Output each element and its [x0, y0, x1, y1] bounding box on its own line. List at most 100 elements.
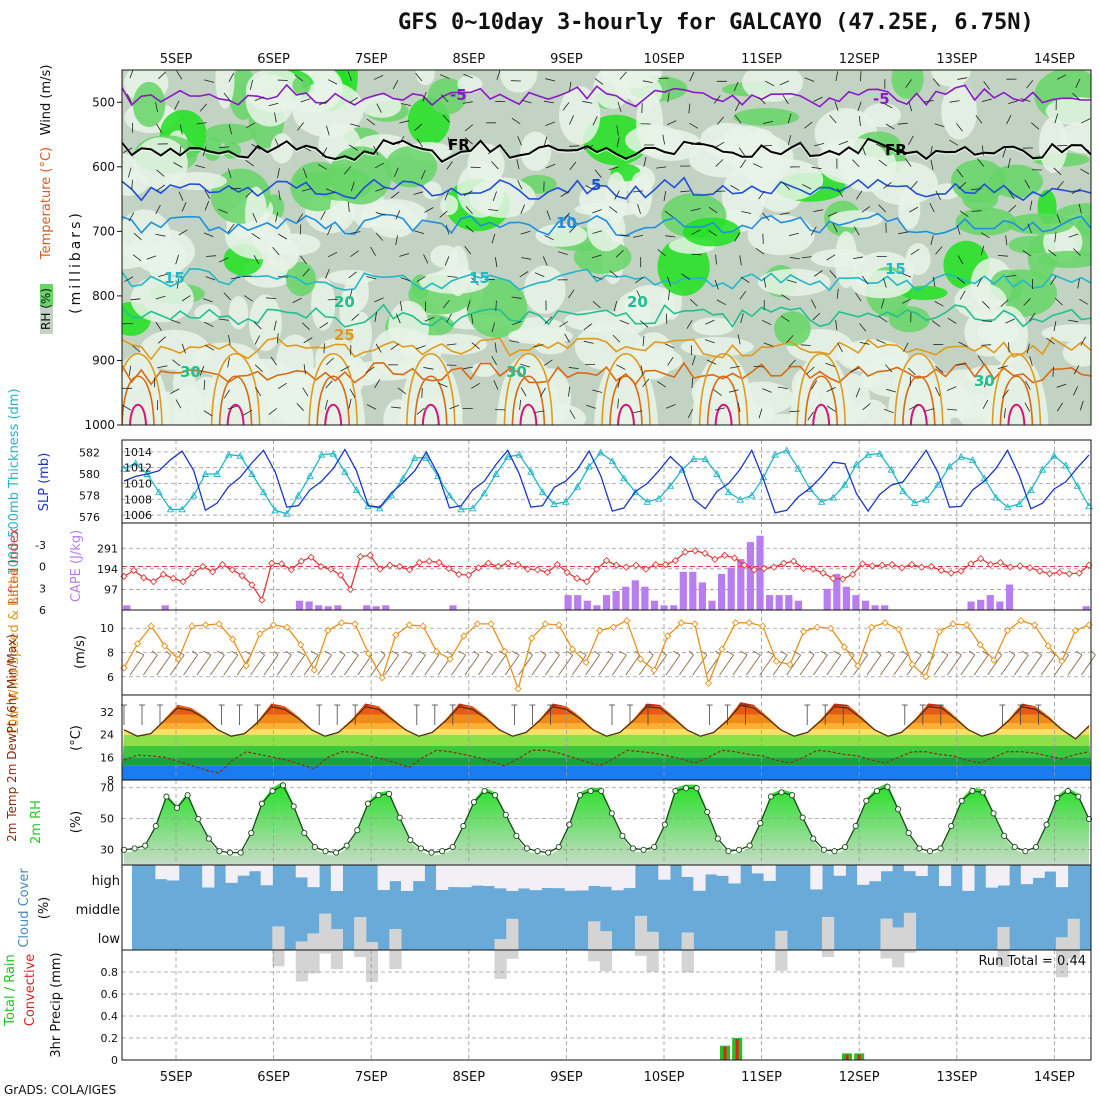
- wind10-barb: [223, 654, 239, 676]
- rh-blob: [132, 81, 166, 128]
- wind10-barb: [933, 654, 949, 676]
- wind10-barb-flag: [820, 650, 828, 656]
- wind10-speed-point: [731, 619, 740, 627]
- wind-barb: [935, 386, 941, 397]
- wind-barb: [758, 190, 765, 200]
- wind-barb: [1006, 275, 1017, 277]
- wind10-barb: [1040, 654, 1056, 676]
- cloud-high-clear: [260, 865, 273, 886]
- rh2m-point: [449, 843, 456, 851]
- cape-bar: [372, 606, 380, 610]
- temp-contour-25: [122, 336, 1091, 361]
- wind-barb: [859, 342, 870, 345]
- wind-barb: [464, 124, 474, 132]
- thickness-point: [178, 505, 186, 513]
- temp2m-tick-label: 32: [100, 706, 114, 719]
- precip-convective-bar: [857, 1054, 861, 1060]
- wind-barb: [205, 276, 216, 281]
- wind-barb: [763, 342, 774, 347]
- wind-barb: [713, 389, 722, 396]
- wind10-barb-flag: [780, 650, 788, 656]
- wind10-barb: [290, 654, 306, 676]
- thickness-point: [457, 505, 465, 513]
- wind-barb: [374, 162, 384, 169]
- cloud-low-gray: [822, 916, 835, 957]
- rh2m-point: [746, 842, 753, 849]
- wind-barb: [904, 158, 912, 167]
- wind-barb: [619, 234, 630, 237]
- rh2m-point: [608, 810, 615, 817]
- wind10-speed-point: [745, 619, 753, 627]
- wind-barb: [617, 102, 622, 112]
- wind-barb: [738, 147, 746, 157]
- wind-barb: [609, 270, 618, 278]
- rh2m-point: [884, 783, 891, 790]
- wind10-axis-label: 10m Wind Speed & Barbs: [7, 569, 22, 736]
- wind-barb: [250, 80, 253, 90]
- wind-barb: [533, 344, 544, 348]
- wind-barb: [959, 290, 966, 300]
- wind10-barb-flag: [672, 650, 681, 656]
- wind-barb: [560, 191, 570, 197]
- wind-barb: [520, 387, 527, 397]
- wind-barb: [1008, 190, 1015, 200]
- lifted-index-point: [819, 569, 827, 577]
- wind-barb: [415, 72, 423, 82]
- wind-barb: [632, 410, 643, 414]
- wind-barb: [569, 161, 577, 171]
- cape-bar: [564, 595, 572, 610]
- chart-title: GFS 0~10day 3-hourly for GALCAYO (47.25E…: [398, 10, 1034, 35]
- wind-barb: [131, 179, 133, 190]
- wind-barb: [302, 268, 310, 277]
- lifted-index-point: [996, 558, 1005, 567]
- cape-bar: [794, 600, 802, 610]
- lifted-index-point: [711, 555, 719, 563]
- temp-contour-25-arch: [503, 352, 554, 425]
- wind-barb: [959, 210, 969, 217]
- rh-blob: [349, 360, 421, 381]
- wind-barb: [176, 278, 180, 289]
- rh2m-point: [375, 792, 382, 799]
- rh-blob: [388, 300, 430, 355]
- wind10-speed-point: [976, 641, 984, 649]
- wind-barb: [321, 147, 328, 157]
- wind10-barb-flag: [862, 650, 868, 656]
- cloud-high-clear: [330, 865, 344, 891]
- lifted-index-point: [297, 557, 305, 565]
- temp-contour-25-arch: [601, 352, 651, 425]
- wind-barb: [1031, 122, 1040, 130]
- wind-barb: [582, 100, 593, 104]
- rh2m-point: [534, 848, 541, 855]
- temp-contour-25-arch: [308, 352, 358, 425]
- wind-barb: [958, 341, 968, 347]
- cloud-high-clear: [541, 865, 554, 889]
- wind-barb: [804, 77, 815, 82]
- cloud-low-gray: [1067, 918, 1080, 959]
- lifted-index-point: [937, 566, 945, 575]
- wind-barb: [807, 411, 814, 421]
- wind-barb: [340, 366, 350, 372]
- cloud-high-clear: [389, 865, 402, 882]
- wind-barb: [640, 320, 649, 328]
- rh2m-point: [757, 820, 764, 827]
- rh-blob: [810, 248, 867, 268]
- wind10-speed-point: [514, 685, 522, 693]
- cloud-high-clear: [506, 865, 519, 891]
- wind-barb: [826, 405, 836, 412]
- cape-bar: [650, 600, 659, 610]
- wind-barb: [813, 96, 823, 102]
- wind-barb: [1029, 200, 1033, 211]
- wind-barb: [786, 335, 794, 344]
- rh2m-point: [736, 846, 743, 853]
- wind-barb: [545, 163, 556, 169]
- wind10-barb: [947, 654, 962, 676]
- wind-barb: [1024, 179, 1031, 189]
- wind10-speed-point: [1044, 642, 1052, 650]
- wind10-barb: [679, 654, 694, 676]
- wind-barb: [375, 187, 385, 192]
- wind-barb: [568, 367, 579, 369]
- wind-barb: [740, 276, 750, 283]
- wind-barb: [656, 166, 667, 169]
- rh2m-point: [502, 811, 509, 818]
- rh2m-point: [1011, 843, 1018, 851]
